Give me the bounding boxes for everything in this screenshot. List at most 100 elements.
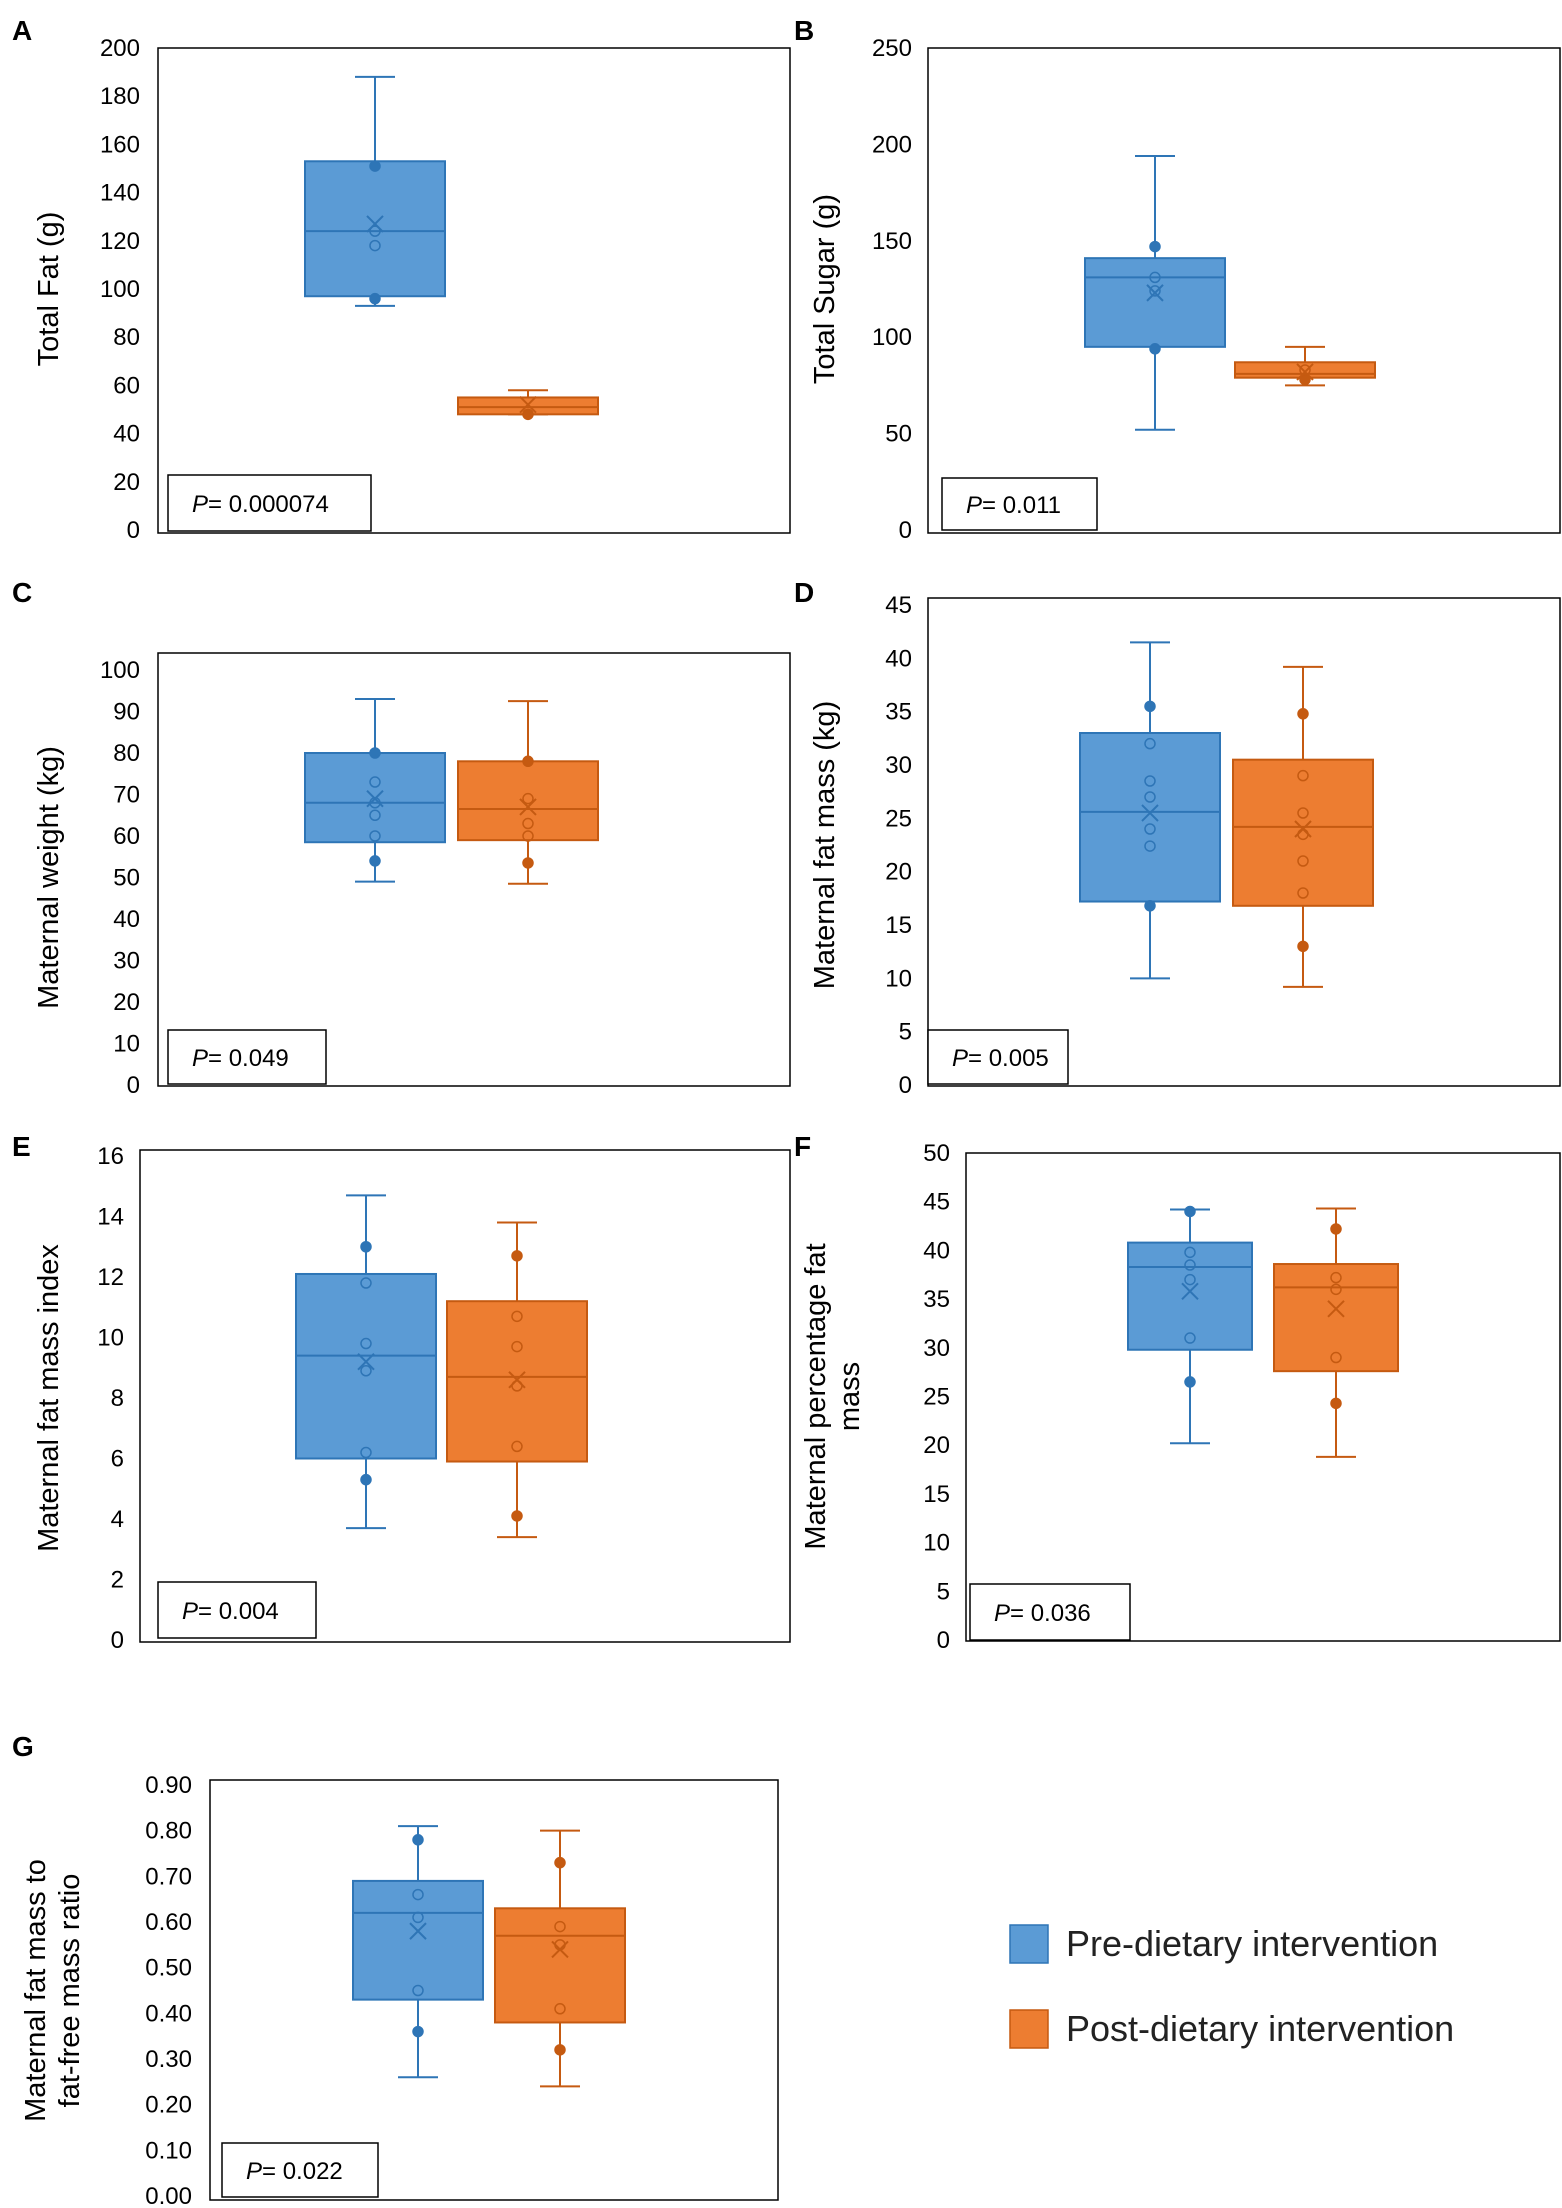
mean-marker-stroke (551, 1940, 569, 1959)
data-point (554, 2003, 566, 2015)
chart-panel-e: E 0 2 4 6 8 10 12 14 16 Maternal fat mass index P= … (12, 1131, 791, 1654)
mean-marker-stroke (1296, 363, 1314, 381)
y-tick-label: 0.80 (145, 1818, 192, 1845)
plot-frame (139, 1149, 791, 1643)
p-value-label: P= 0.049 (192, 1045, 289, 1072)
data-point (554, 2044, 566, 2056)
mean-marker (357, 1352, 375, 1371)
data-point (412, 1911, 424, 1924)
y-tick-label: 30 (113, 948, 140, 975)
panel-letter: D (794, 577, 814, 608)
mean-marker-stroke (1327, 1300, 1345, 1318)
legend-label: Post-dietary intervention (1066, 2008, 1454, 2049)
data-point (1144, 840, 1156, 852)
iqr-box (1273, 1263, 1399, 1373)
y-axis-title: Total Fat (g) (33, 212, 65, 367)
y-tick-label: 20 (113, 469, 140, 496)
p-value-box: P= 0.049 (167, 1029, 327, 1085)
mean-marker-stroke (1141, 804, 1159, 822)
y-tick-label: 0.10 (145, 2137, 192, 2164)
data-point (511, 1250, 523, 1262)
panel-letter: A (12, 15, 32, 46)
data-point (554, 1920, 566, 1933)
post-intervention-box (446, 1221, 588, 1539)
data-point (1144, 823, 1156, 835)
data-point (412, 1834, 424, 1846)
p-value-frame (221, 2142, 379, 2198)
y-tick-label: 10 (923, 1530, 950, 1557)
data-point (1297, 940, 1309, 953)
y-tick-label: 0.30 (145, 2046, 192, 2073)
p-value-box: P= 0.005 (927, 1029, 1069, 1085)
y-axis-title: Maternal percentage fat (800, 1243, 832, 1549)
y-tick-label: 100 (100, 657, 140, 684)
y-axis-title: Total Sugar (g) (809, 194, 841, 384)
pre-intervention-box (1084, 154, 1226, 431)
p-value-box: P= 0.000074 (167, 474, 372, 532)
y-tick-label: 0.60 (145, 1909, 192, 1936)
panel-letter: G (12, 1731, 34, 1762)
y-tick-label: 15 (923, 1481, 950, 1508)
y-tick-label: 15 (885, 912, 912, 939)
y-tick-label: 140 (100, 180, 140, 207)
y-tick-label: 5 (937, 1578, 950, 1605)
data-point (1330, 1351, 1342, 1364)
y-tick-label: 0.00 (145, 2183, 192, 2208)
plot-frame (965, 1152, 1561, 1642)
y-tick-label: 5 (899, 1019, 912, 1046)
data-point (360, 1337, 372, 1350)
y-tick-label: 4 (111, 1506, 124, 1533)
data-point (511, 1340, 523, 1353)
data-point (1144, 737, 1156, 750)
y-tick-label: 150 (872, 228, 912, 255)
mean-marker-stroke (366, 215, 384, 233)
data-point (511, 1510, 523, 1522)
y-tick-label: 35 (885, 699, 912, 726)
legend-item: Pre-dietary intervention (1009, 1923, 1438, 1964)
p-value: = 0.004 (198, 1598, 279, 1625)
y-tick-label: 40 (113, 421, 140, 448)
y-tick-label: 0.20 (145, 2092, 192, 2119)
plot-frame (927, 47, 1561, 534)
iqr-box (352, 1879, 484, 2001)
data-point (1149, 271, 1161, 284)
y-tick-label: 50 (923, 1140, 950, 1167)
chart-panel-a: A 0 20 40 60 80 100 120 140 160 180 200 Total Fat (g… (12, 15, 791, 544)
data-point (369, 830, 381, 842)
mean-marker-stroke (519, 798, 537, 816)
p-value: = 0.036 (1010, 1600, 1091, 1627)
post-intervention-box (1273, 1207, 1399, 1458)
p-symbol: P (952, 1045, 968, 1072)
post-intervention-box (1232, 665, 1374, 988)
p-value-box: P= 0.011 (941, 477, 1098, 531)
y-tick-label: 60 (113, 372, 140, 399)
iqr-box (304, 160, 446, 298)
data-point (360, 1277, 372, 1289)
post-intervention-box (1234, 345, 1376, 387)
pre-intervention-box (295, 1194, 437, 1530)
p-symbol: P (192, 1045, 208, 1072)
y-tick-label: 40 (923, 1237, 950, 1264)
y-tick-label: 160 (100, 131, 140, 158)
p-value-label: P= 0.005 (952, 1045, 1049, 1072)
y-axis-title: mass (834, 1362, 866, 1431)
plot-frame (157, 47, 791, 534)
panel-letter: F (794, 1131, 811, 1162)
mean-marker (508, 1371, 526, 1389)
y-tick-label: 0 (899, 1072, 912, 1099)
y-tick-label: 10 (113, 1031, 140, 1058)
y-tick-label: 20 (113, 989, 140, 1016)
y-tick-label: 10 (885, 965, 912, 992)
data-point (1144, 700, 1156, 713)
data-point (511, 1310, 523, 1323)
p-value-label: P= 0.000074 (192, 491, 329, 518)
mean-marker (366, 215, 384, 233)
y-tick-label: 0 (127, 517, 140, 544)
mean-marker (1146, 284, 1164, 302)
mean-marker (366, 789, 384, 808)
p-value: = 0.011 (982, 492, 1061, 519)
iqr-box (457, 760, 599, 842)
data-point (412, 1984, 424, 1997)
y-tick-label: 12 (97, 1264, 124, 1291)
post-intervention-box (494, 1829, 626, 2088)
